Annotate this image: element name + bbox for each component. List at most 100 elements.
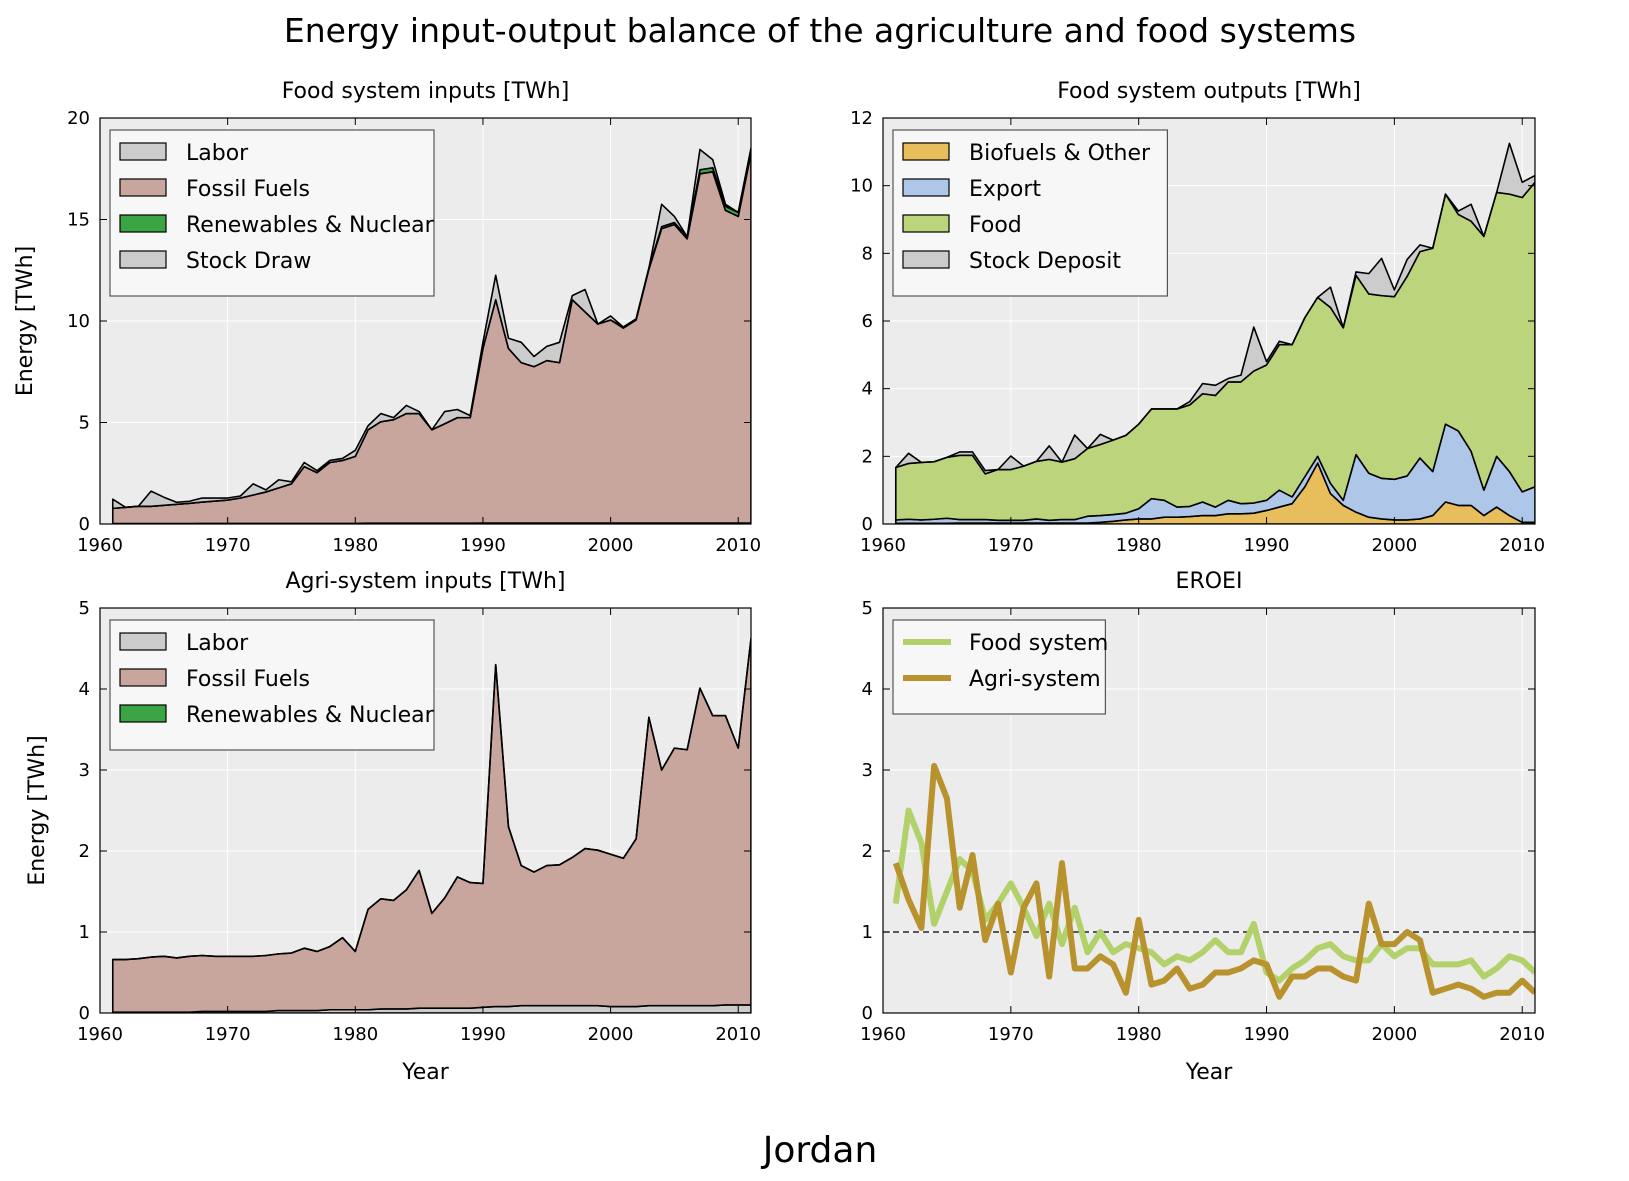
ytick-label: 5 <box>79 413 90 434</box>
legend-label: Agri-system <box>969 667 1101 692</box>
ytick-label: 12 <box>850 108 873 129</box>
legend-label: Stock Deposit <box>969 249 1121 274</box>
xtick-label: 1980 <box>1116 1024 1162 1045</box>
country-label: Jordan <box>761 1130 878 1171</box>
legend-swatch <box>119 250 167 269</box>
xtick-label: 2010 <box>1499 535 1545 556</box>
panel-agri_inputs: 1960 1970 1980 1990 2000 2010 0 1 2 3 4 5 Agri-syste… <box>25 569 761 1085</box>
legend-label: Renewables & Nuclear <box>186 703 435 728</box>
ytick-label: 3 <box>79 760 90 781</box>
xtick-label: 1980 <box>332 1024 378 1045</box>
ytick-label: 10 <box>850 176 873 197</box>
legend-swatch <box>119 214 167 233</box>
ytick-label: 1 <box>862 922 873 943</box>
plot-frame <box>99 607 752 1014</box>
ytick-label: 15 <box>67 210 90 231</box>
line-food-system <box>892 807 1535 984</box>
legend-swatch <box>119 704 167 723</box>
xtick-label: 1970 <box>205 535 251 556</box>
xtick-label: 2010 <box>715 535 761 556</box>
xtick-label: 1980 <box>332 535 378 556</box>
ytick-label: 5 <box>862 598 873 619</box>
area-stock-deposit <box>894 142 1535 475</box>
legend-swatch <box>902 250 950 269</box>
y-axis-label: Energy [TWh] <box>25 735 50 885</box>
xtick-label: 1970 <box>988 1024 1034 1045</box>
plot-marks <box>883 762 1535 1000</box>
xtick-label: 2010 <box>1499 1024 1545 1045</box>
legend-box <box>892 619 1106 715</box>
x-axis-label: Year <box>401 1060 450 1085</box>
xtick-label: 2000 <box>588 1024 634 1045</box>
xtick-label: 1990 <box>1244 1024 1290 1045</box>
ytick-label: 4 <box>79 679 90 700</box>
area-stock-draw <box>111 147 751 510</box>
xtick-label: 1990 <box>460 535 506 556</box>
legend-label: Stock Draw <box>186 249 311 274</box>
panel-food_outputs: 1960 1970 1980 1990 2000 2010 0 2 4 6 8 10 12 Food sy… <box>850 79 1545 556</box>
ytick-label: 2 <box>862 446 873 467</box>
plot-marks <box>111 637 751 1013</box>
figure-title: Energy input-output balance of the agric… <box>284 11 1356 50</box>
xtick-label: 1980 <box>1116 535 1162 556</box>
ytick-label: 6 <box>862 311 873 332</box>
ytick-label: 10 <box>67 311 90 332</box>
y-axis-label: Energy [TWh] <box>13 246 38 396</box>
xtick-label: 1990 <box>1244 535 1290 556</box>
ytick-label: 5 <box>79 598 90 619</box>
legend-label: Labor <box>186 141 249 166</box>
legend: Labor Fossil Fuels Renewables & Nuclear <box>109 619 435 751</box>
line-agri-system <box>892 762 1535 1000</box>
legend-label: Fossil Fuels <box>186 177 310 202</box>
xtick-label: 1960 <box>77 1024 123 1045</box>
ytick-label: 4 <box>862 379 873 400</box>
area-renewables-nuclear <box>111 637 751 961</box>
ytick-label: 0 <box>862 1003 873 1024</box>
legend-label: Food system <box>969 631 1108 656</box>
ytick-label: 3 <box>862 760 873 781</box>
legend-label: Food <box>969 213 1022 238</box>
legend-swatch <box>902 142 950 161</box>
plot-frame <box>882 607 1536 1014</box>
legend-label: Export <box>969 177 1041 202</box>
ytick-label: 4 <box>862 679 873 700</box>
panel-title: Food system inputs [TWh] <box>282 79 570 104</box>
legend-swatch <box>119 632 167 651</box>
plot-marks <box>894 142 1535 524</box>
legend-label: Renewables & Nuclear <box>186 213 435 238</box>
panel-food_inputs: 1960 1970 1980 1990 2000 2010 0 5 10 15 20 Food sys… <box>13 79 761 556</box>
xtick-label: 2000 <box>1371 1024 1417 1045</box>
legend: Biofuels & Other Export Food Stock Deposit <box>892 129 1168 297</box>
xtick-label: 1970 <box>205 1024 251 1045</box>
legend-label: Labor <box>186 631 249 656</box>
ytick-label: 8 <box>862 243 873 264</box>
legend-label: Biofuels & Other <box>969 141 1151 166</box>
xtick-label: 2000 <box>588 535 634 556</box>
xtick-label: 2010 <box>715 1024 761 1045</box>
xtick-label: 1960 <box>77 535 123 556</box>
ytick-label: 0 <box>79 514 90 535</box>
panel-eroei: 1960 1970 1980 1990 2000 2010 0 1 2 3 4 5 EROEI Year F… <box>860 569 1545 1085</box>
ytick-label: 1 <box>79 922 90 943</box>
ytick-label: 20 <box>67 108 90 129</box>
legend: Labor Fossil Fuels Renewables & Nuclear Sto… <box>109 129 435 297</box>
ytick-label: 0 <box>79 1003 90 1024</box>
xtick-label: 1970 <box>988 535 1034 556</box>
legend-label: Fossil Fuels <box>186 667 310 692</box>
legend-swatch <box>902 214 950 233</box>
xtick-label: 1960 <box>860 535 906 556</box>
x-axis-label: Year <box>1185 1060 1234 1085</box>
panel-title: EROEI <box>1176 569 1243 594</box>
legend-swatch <box>119 142 167 161</box>
panel-title: Food system outputs [TWh] <box>1057 79 1361 104</box>
ytick-label: 2 <box>862 841 873 862</box>
xtick-label: 2000 <box>1371 535 1417 556</box>
legend-swatch <box>119 178 167 197</box>
panel-title: Agri-system inputs [TWh] <box>286 569 566 594</box>
ytick-label: 2 <box>79 841 90 862</box>
legend-swatch <box>902 178 950 197</box>
legend: Food system Agri-system <box>892 619 1108 715</box>
xtick-label: 1990 <box>460 1024 506 1045</box>
